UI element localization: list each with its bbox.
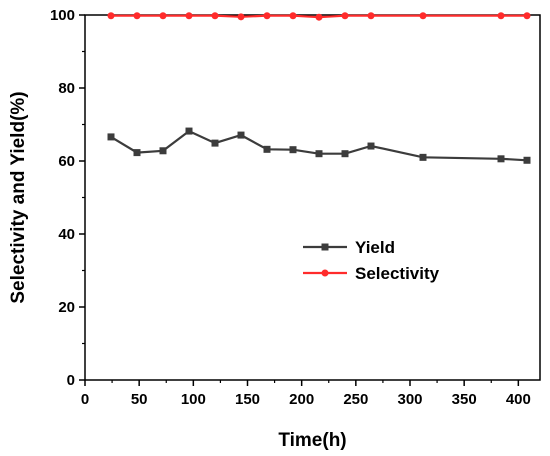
- yield-data-point: [523, 156, 531, 164]
- selectivity-series-line: [111, 14, 527, 19]
- x-tick-label: 100: [181, 391, 206, 408]
- y-tick-label: 20: [58, 299, 75, 316]
- legend-yield-marker: [321, 243, 329, 251]
- x-axis-title: Time(h): [278, 430, 346, 451]
- selectivity-data-point: [523, 12, 531, 20]
- plot-border: [84, 14, 541, 381]
- plot-frame: [84, 14, 541, 381]
- selectivity-data-point: [211, 12, 219, 20]
- selectivity-data-point: [107, 12, 115, 20]
- x-tick-label: 150: [235, 391, 260, 408]
- yield-data-point: [185, 127, 193, 135]
- yield-data-point: [419, 153, 427, 161]
- y-tick-label: 100: [50, 7, 75, 24]
- yield-data-point: [237, 131, 245, 139]
- selectivity-data-point: [341, 12, 349, 20]
- x-tick-label: 0: [81, 391, 89, 408]
- selectivity-data-point: [289, 12, 297, 20]
- legend: Yield Selectivity: [303, 238, 440, 283]
- x-tick-label: 50: [131, 391, 148, 408]
- x-tick-label: 350: [452, 391, 477, 408]
- yield-data-point: [497, 155, 505, 163]
- selectivity-data-point: [315, 13, 323, 21]
- y-tick-label: 80: [58, 80, 75, 97]
- selectivity-data-point: [367, 12, 375, 20]
- y-axis-title: Selectivity and Yield(%): [8, 91, 29, 303]
- yield-data-point: [159, 147, 167, 155]
- x-tick-label: 250: [343, 391, 368, 408]
- selectivity-data-point: [185, 12, 193, 20]
- yield-data-point: [211, 139, 219, 147]
- y-tick-label: 40: [58, 226, 75, 243]
- yield-data-point: [289, 146, 297, 154]
- yield-data-point: [263, 145, 271, 153]
- yield-data-point: [367, 142, 375, 150]
- axis-ticks: 0 50 100 150 200 250 300 350 400 0 20 40 60 80 100: [50, 7, 531, 408]
- y-tick-label: 60: [58, 153, 75, 170]
- legend-yield-label: Yield: [355, 238, 395, 257]
- series-group: [107, 12, 531, 164]
- yield-data-point: [315, 150, 323, 158]
- selectivity-data-point: [419, 12, 427, 20]
- x-tick-label: 400: [506, 391, 531, 408]
- selectivity-data-point: [263, 12, 271, 20]
- yield-data-point: [107, 133, 115, 141]
- x-tick-label: 300: [397, 391, 422, 408]
- yield-data-point: [341, 150, 349, 158]
- y-tick-label: 0: [67, 372, 75, 389]
- yield-data-point: [133, 149, 141, 157]
- selectivity-data-point: [133, 12, 141, 20]
- legend-selectivity-marker: [321, 269, 329, 277]
- selectivity-data-point: [237, 13, 245, 21]
- legend-selectivity-label: Selectivity: [355, 264, 440, 283]
- selectivity-data-point: [497, 12, 505, 20]
- selectivity-data-point: [159, 12, 167, 20]
- yield-series-line: [110, 129, 528, 162]
- x-tick-label: 200: [289, 391, 314, 408]
